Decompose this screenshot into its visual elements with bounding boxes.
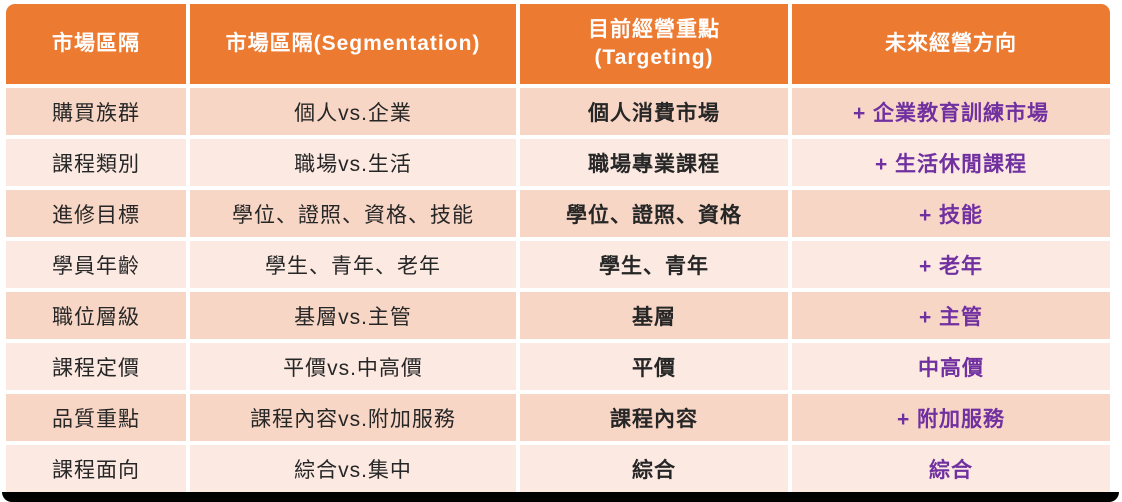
header-segmentation: 市場區隔(Segmentation): [190, 4, 516, 84]
cell-targeting: 職場專業課程: [520, 139, 788, 186]
cell-dimension: 課程定價: [6, 343, 186, 390]
cell-segmentation: 個人vs.企業: [190, 88, 516, 135]
header-dimension: 市場區隔: [6, 4, 186, 84]
cell-dimension: 學員年齡: [6, 241, 186, 288]
cell-dimension: 課程類別: [6, 139, 186, 186]
cell-targeting: 學位、證照、資格: [520, 190, 788, 237]
cell-dimension: 進修目標: [6, 190, 186, 237]
cell-dimension: 職位層級: [6, 292, 186, 339]
cell-future: + 老年: [792, 241, 1110, 288]
header-row: 市場區隔 市場區隔(Segmentation) 目前經營重點 (Targetin…: [6, 4, 1110, 84]
table-row: 進修目標 學位、證照、資格、技能 學位、證照、資格 + 技能: [6, 190, 1110, 237]
cell-segmentation: 基層vs.主管: [190, 292, 516, 339]
cell-targeting: 平價: [520, 343, 788, 390]
table-row: 課程定價 平價vs.中高價 平價 中高價: [6, 343, 1110, 390]
cell-segmentation: 平價vs.中高價: [190, 343, 516, 390]
cell-targeting: 綜合: [520, 445, 788, 492]
cell-targeting: 課程內容: [520, 394, 788, 441]
cell-targeting: 學生、青年: [520, 241, 788, 288]
table-row: 課程面向 綜合vs.集中 綜合 綜合: [6, 445, 1110, 492]
cell-targeting: 個人消費市場: [520, 88, 788, 135]
cell-future: + 企業教育訓練市場: [792, 88, 1110, 135]
cell-segmentation: 綜合vs.集中: [190, 445, 516, 492]
cell-future: + 生活休閒課程: [792, 139, 1110, 186]
table-row: 購買族群 個人vs.企業 個人消費市場 + 企業教育訓練市場: [6, 88, 1110, 135]
cell-dimension: 課程面向: [6, 445, 186, 492]
header-future: 未來經營方向: [792, 4, 1110, 84]
table-row: 品質重點 課程內容vs.附加服務 課程內容 + 附加服務: [6, 394, 1110, 441]
header-targeting-line2: (Targeting): [594, 46, 714, 69]
cell-dimension: 品質重點: [6, 394, 186, 441]
cell-future: 綜合: [792, 445, 1110, 492]
cell-future: 中高價: [792, 343, 1110, 390]
cell-future: + 技能: [792, 190, 1110, 237]
cell-targeting: 基層: [520, 292, 788, 339]
cell-dimension: 購買族群: [6, 88, 186, 135]
table-row: 學員年齡 學生、青年、老年 學生、青年 + 老年: [6, 241, 1110, 288]
cell-segmentation: 學位、證照、資格、技能: [190, 190, 516, 237]
header-targeting: 目前經營重點 (Targeting): [520, 4, 788, 84]
bottom-bar: [2, 492, 1119, 502]
cell-future: + 附加服務: [792, 394, 1110, 441]
cell-segmentation: 學生、青年、老年: [190, 241, 516, 288]
cell-segmentation: 職場vs.生活: [190, 139, 516, 186]
cell-future: + 主管: [792, 292, 1110, 339]
segmentation-table: 市場區隔 市場區隔(Segmentation) 目前經營重點 (Targetin…: [2, 0, 1114, 496]
header-targeting-line1: 目前經營重點: [588, 17, 720, 41]
table-row: 職位層級 基層vs.主管 基層 + 主管: [6, 292, 1110, 339]
table-row: 課程類別 職場vs.生活 職場專業課程 + 生活休閒課程: [6, 139, 1110, 186]
cell-segmentation: 課程內容vs.附加服務: [190, 394, 516, 441]
